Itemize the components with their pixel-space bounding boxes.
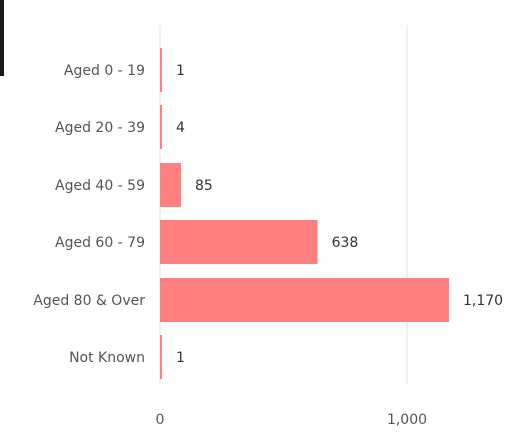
x-tick-label: 0 — [156, 412, 165, 428]
bar[interactable] — [160, 48, 162, 92]
category-label: Not Known — [69, 350, 145, 366]
value-label: 4 — [176, 120, 185, 136]
category-label: Aged 0 - 19 — [64, 63, 145, 79]
category-label: Aged 40 - 59 — [55, 178, 145, 194]
value-label: 85 — [195, 178, 213, 194]
left-edge-bar — [0, 0, 4, 76]
bar[interactable] — [160, 220, 318, 264]
label-layer: 0 1,000 Aged 0 - 19 1 Aged 20 - 39 4 Aged 40 -… — [33, 63, 503, 428]
value-label: 1 — [176, 350, 185, 366]
category-label: Aged 20 - 39 — [55, 120, 145, 136]
value-label: 1,170 — [463, 293, 503, 309]
value-label: 1 — [176, 63, 185, 79]
bar[interactable] — [160, 105, 162, 149]
bar-layer — [160, 48, 449, 379]
category-label: Aged 60 - 79 — [55, 235, 145, 251]
bar[interactable] — [160, 163, 181, 207]
category-label: Aged 80 & Over — [33, 293, 145, 309]
grid-layer — [159, 25, 408, 385]
bar[interactable] — [160, 335, 162, 379]
bar[interactable] — [160, 278, 449, 322]
x-tick-label: 1,000 — [387, 412, 427, 428]
value-label: 638 — [332, 235, 359, 251]
